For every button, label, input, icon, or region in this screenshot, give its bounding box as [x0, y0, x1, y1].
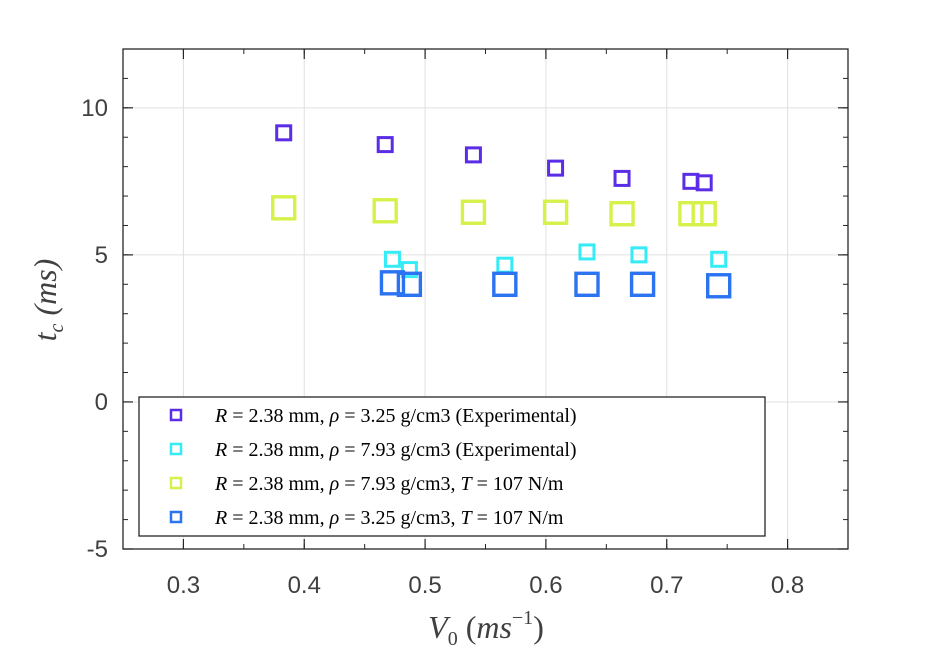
series-1-marker	[613, 169, 631, 187]
series-3-marker	[691, 201, 717, 227]
series-4-marker	[629, 271, 656, 297]
series-1-marker	[695, 174, 713, 192]
series-3-marker	[372, 198, 398, 224]
series-4-marker	[492, 271, 518, 297]
y-axis-label: tc (ms)	[27, 259, 68, 342]
series-2-marker	[630, 246, 648, 264]
series-3-marker	[271, 195, 297, 221]
series-2-marker	[383, 250, 401, 268]
series-1-marker	[547, 159, 565, 177]
legend-label-4: R = 2.38 mm, ρ = 3.25 g/cm3, T = 107 N/m	[214, 507, 564, 529]
series-1-marker	[376, 136, 394, 154]
y-tick-label: 10	[81, 95, 108, 122]
x-tick-label: 0.7	[650, 572, 683, 599]
y-tick-label: 0	[95, 389, 108, 416]
legend-marker-1	[169, 408, 183, 422]
series-1-marker	[275, 124, 293, 142]
plot-frame	[122, 48, 849, 550]
series-3-marker	[542, 199, 569, 225]
x-tick-label: 0.5	[408, 572, 441, 599]
x-tick-label: 0.3	[167, 572, 200, 599]
series-1-marker	[464, 146, 482, 164]
series-4-marker	[706, 273, 732, 299]
x-tick-label: 0.4	[288, 572, 321, 599]
x-tick-labels: 0.3 0.4 0.5 0.6 0.7 0.8	[167, 572, 805, 599]
y-tick-label: -5	[87, 536, 108, 563]
legend-label-2: R = 2.38 mm, ρ = 7.93 g/cm3 (Experimenta…	[214, 439, 577, 461]
legend-marker-3	[169, 476, 183, 490]
series-3-marker	[460, 199, 487, 225]
series-4-marker	[574, 271, 600, 297]
series-4-marker	[396, 271, 423, 297]
legend-label-1: R = 2.38 mm, ρ = 3.25 g/cm3 (Experimenta…	[214, 405, 577, 427]
legend-label-3: R = 2.38 mm, ρ = 7.93 g/cm3, T = 107 N/m	[214, 473, 564, 495]
data-markers	[271, 124, 732, 299]
series-3-marker	[678, 201, 704, 227]
x-axis-label: V0 (ms−1)	[428, 607, 544, 650]
legend-box	[138, 396, 766, 537]
series-4-marker	[379, 270, 406, 296]
series-3-marker	[609, 201, 635, 227]
series-2-marker	[710, 250, 728, 268]
series-2-marker	[578, 243, 596, 261]
y-tick-label: 5	[95, 242, 108, 269]
legend-marker-4	[169, 510, 183, 524]
legend: R = 2.38 mm, ρ = 3.25 g/cm3 (Experimenta…	[138, 396, 766, 537]
series-2-marker	[400, 261, 418, 279]
x-tick-label: 0.6	[529, 572, 562, 599]
y-tick-labels: 10 5 0 -5	[81, 95, 108, 563]
legend-marker-2	[169, 442, 183, 456]
x-tick-label: 0.8	[771, 572, 804, 599]
